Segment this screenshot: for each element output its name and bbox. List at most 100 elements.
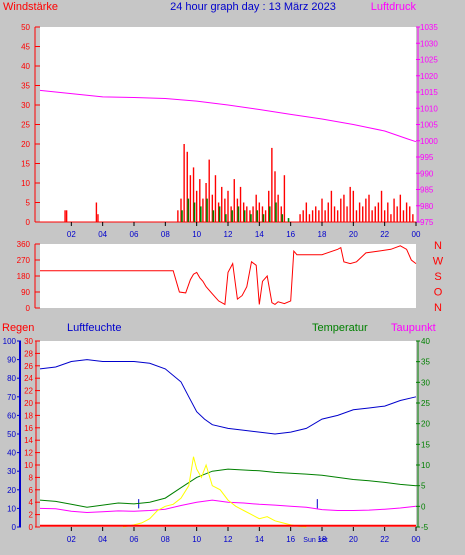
rain-tick-label: 20 — [24, 399, 33, 408]
x-tick-label: 22 — [380, 230, 389, 239]
wind-tick-label: 0 — [26, 218, 31, 227]
x-tick-label-bottom: 00 — [412, 535, 421, 544]
rain-tick-label: 10 — [24, 461, 33, 470]
pressure-tick-label: 975 — [420, 218, 434, 227]
humidity-tick-label: 10 — [7, 504, 16, 513]
dewpoint-label: Taupunkt — [391, 322, 436, 334]
wind-tick-label: 20 — [21, 140, 30, 149]
rain-tick-label: 16 — [24, 424, 33, 433]
pressure-tick-label: 990 — [420, 169, 434, 178]
humidity-tick-label: 40 — [7, 449, 16, 458]
humidity-tick-label: 0 — [12, 523, 17, 532]
wind-tick-label: 45 — [21, 43, 30, 52]
x-tick-label: 14 — [255, 230, 264, 239]
pressure-tick-label: 1020 — [420, 72, 438, 81]
rain-tick-label: 26 — [24, 362, 33, 371]
temperature-tick-label: -5 — [421, 523, 429, 532]
x-tick-label-bottom: 16 — [286, 535, 295, 544]
x-tick-label-bottom: 10 — [192, 535, 201, 544]
pressure-tick-label: 985 — [420, 186, 434, 195]
direction-tick-label: 90 — [21, 288, 30, 297]
humidity-tick-label: 60 — [7, 411, 16, 420]
humidity-tick-label: 80 — [7, 374, 16, 383]
wind-tick-label: 30 — [21, 101, 30, 110]
wind-tick-label: 50 — [21, 23, 30, 32]
compass-label: S — [434, 271, 441, 283]
humidity-tick-label: 100 — [3, 337, 17, 346]
wind-axis-title: Windstärke — [3, 1, 58, 13]
compass-label: N — [434, 240, 442, 252]
wind-tick-label: 40 — [21, 62, 30, 71]
pressure-tick-label: 1005 — [420, 121, 438, 130]
humidity-label: Luftfeuchte — [67, 322, 121, 334]
pressure-tick-label: 980 — [420, 202, 434, 211]
x-tick-label: 10 — [192, 230, 201, 239]
pressure-tick-label: 1015 — [420, 88, 438, 97]
x-tick-label-bottom: 02 — [67, 535, 76, 544]
compass-label: N — [434, 302, 442, 314]
pressure-axis-title: Luftdruck — [371, 1, 417, 13]
rain-tick-label: 4 — [29, 498, 34, 507]
pressure-tick-label: 995 — [420, 153, 434, 162]
temperature-tick-label: 15 — [421, 440, 430, 449]
rain-tick-label: 0 — [29, 523, 34, 532]
sunset-label: set — [318, 537, 327, 544]
direction-tick-label: 360 — [17, 240, 31, 249]
rain-tick-label: 28 — [24, 349, 33, 358]
x-tick-label-bottom: 06 — [130, 535, 139, 544]
x-tick-label-bottom: 04 — [98, 535, 107, 544]
solar-line — [122, 456, 307, 528]
temperature-tick-label: 10 — [421, 461, 430, 470]
temperature-tick-label: 35 — [421, 358, 430, 367]
x-tick-label: 12 — [224, 230, 233, 239]
temperature-line — [39, 468, 417, 508]
temperature-tick-label: 0 — [421, 502, 426, 511]
temperature-tick-label: 25 — [421, 399, 430, 408]
rain-tick-label: 2 — [29, 511, 34, 520]
rain-tick-label: 6 — [29, 486, 34, 495]
wind-tick-label: 25 — [21, 121, 30, 130]
rain-tick-label: 30 — [24, 337, 33, 346]
x-tick-label-bottom: 20 — [349, 535, 358, 544]
pressure-tick-label: 1000 — [420, 137, 438, 146]
direction-tick-label: 0 — [26, 304, 31, 313]
temperature-label: Temperatur — [312, 322, 368, 334]
panel3-plot-area — [40, 341, 416, 527]
x-tick-label: 06 — [130, 230, 139, 239]
wind-tick-label: 5 — [26, 199, 31, 208]
compass-label: O — [434, 287, 443, 299]
x-tick-label-bottom: 08 — [161, 535, 170, 544]
humidity-tick-label: 30 — [7, 467, 16, 476]
temperature-tick-label: 30 — [421, 378, 430, 387]
rain-tick-label: 14 — [24, 436, 33, 445]
x-tick-label: 18 — [318, 230, 327, 239]
humidity-tick-label: 90 — [7, 356, 16, 365]
temperature-tick-label: 5 — [421, 482, 426, 491]
pressure-tick-label: 1010 — [420, 104, 438, 113]
pressure-line — [39, 89, 417, 143]
x-tick-label-bottom: 22 — [380, 535, 389, 544]
humidity-line — [39, 359, 417, 435]
x-tick-label: 16 — [286, 230, 295, 239]
sunrise-label: Sun — [303, 537, 316, 544]
x-tick-label-bottom: 18 — [318, 535, 327, 544]
direction-tick-label: 180 — [17, 272, 31, 281]
rain-tick-label: 24 — [24, 374, 33, 383]
pressure-tick-label: 1035 — [420, 23, 438, 32]
x-tick-label-bottom: 14 — [255, 535, 264, 544]
humidity-tick-label: 20 — [7, 486, 16, 495]
wind-tick-label: 10 — [21, 179, 30, 188]
compass-label: W — [433, 256, 444, 268]
rain-label: Regen — [2, 322, 34, 334]
x-tick-label: 04 — [98, 230, 107, 239]
x-tick-label-bottom: 12 — [224, 535, 233, 544]
direction-tick-label: 270 — [17, 256, 31, 265]
x-tick-label: 20 — [349, 230, 358, 239]
pressure-tick-label: 1030 — [420, 39, 438, 48]
x-tick-label: 02 — [67, 230, 76, 239]
wind-tick-label: 15 — [21, 160, 30, 169]
pressure-tick-label: 1025 — [420, 56, 438, 65]
humidity-tick-label: 50 — [7, 430, 16, 439]
direction-line — [40, 245, 417, 306]
x-tick-label: 08 — [161, 230, 170, 239]
